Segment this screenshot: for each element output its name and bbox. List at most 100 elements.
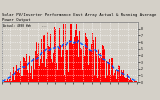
Bar (73, 43, 74, 82)
Bar (112, 75, 114, 82)
Bar (31, 66, 32, 82)
Bar (63, 24, 64, 82)
Bar (56, 63, 57, 82)
Text: Actual: 4890 kWh      ---: Actual: 4890 kWh --- (3, 24, 47, 28)
Bar (106, 62, 107, 82)
Bar (19, 73, 20, 82)
Bar (105, 78, 106, 82)
Bar (11, 81, 12, 82)
Bar (115, 70, 116, 82)
Bar (12, 74, 13, 82)
Bar (44, 67, 46, 82)
Bar (21, 76, 23, 82)
Bar (87, 39, 88, 82)
Bar (18, 69, 19, 82)
Bar (15, 71, 16, 82)
Bar (48, 46, 49, 82)
Bar (50, 34, 51, 82)
Bar (8, 81, 9, 82)
Bar (102, 45, 103, 82)
Bar (124, 77, 125, 82)
Bar (111, 58, 112, 82)
Bar (47, 32, 48, 82)
Bar (122, 72, 123, 82)
Bar (57, 70, 58, 82)
Bar (60, 45, 61, 82)
Bar (101, 58, 102, 82)
Bar (16, 65, 17, 82)
Bar (74, 37, 75, 82)
Bar (99, 58, 100, 82)
Bar (83, 46, 84, 82)
Bar (58, 48, 59, 82)
Bar (20, 62, 21, 82)
Bar (17, 72, 18, 82)
Bar (100, 53, 101, 82)
Text: Solar PV/Inverter Performance East Array Actual & Running Average Power Output: Solar PV/Inverter Performance East Array… (2, 13, 156, 22)
Bar (25, 61, 26, 82)
Bar (40, 58, 41, 82)
Bar (10, 72, 11, 82)
Bar (71, 24, 72, 82)
Bar (37, 54, 38, 82)
Bar (54, 27, 55, 82)
Bar (38, 43, 39, 82)
Bar (68, 72, 69, 82)
Bar (94, 75, 95, 82)
Bar (129, 80, 130, 82)
Bar (91, 44, 92, 82)
Bar (80, 48, 81, 82)
Bar (39, 66, 40, 82)
Bar (128, 78, 129, 82)
Bar (64, 75, 65, 82)
Bar (35, 51, 36, 82)
Bar (42, 63, 44, 82)
Bar (77, 36, 78, 82)
Bar (79, 31, 80, 82)
Bar (75, 30, 76, 82)
Bar (13, 67, 14, 82)
Bar (88, 65, 89, 82)
Bar (84, 56, 85, 82)
Bar (76, 24, 77, 82)
Bar (97, 78, 98, 82)
Bar (68, 40, 70, 82)
Bar (116, 79, 117, 82)
Bar (89, 50, 91, 82)
Bar (109, 59, 110, 82)
Bar (27, 70, 28, 82)
Bar (23, 57, 24, 82)
Bar (117, 70, 118, 82)
Bar (7, 79, 8, 82)
Bar (32, 79, 33, 82)
Bar (53, 53, 54, 82)
Bar (6, 81, 7, 82)
Bar (36, 42, 37, 82)
Bar (49, 47, 50, 82)
Bar (130, 78, 131, 82)
Bar (110, 75, 112, 82)
Bar (119, 66, 120, 82)
Bar (41, 39, 42, 82)
Bar (104, 48, 105, 82)
Bar (85, 33, 86, 82)
Bar (81, 49, 82, 82)
Bar (98, 49, 99, 82)
Bar (14, 80, 15, 82)
Bar (118, 66, 119, 82)
Bar (66, 50, 68, 82)
Bar (70, 24, 71, 82)
Bar (131, 80, 132, 82)
Bar (33, 58, 34, 82)
Bar (96, 54, 97, 82)
Bar (28, 72, 29, 82)
Bar (132, 81, 133, 82)
Bar (51, 59, 52, 82)
Bar (121, 70, 122, 82)
Bar (125, 78, 126, 82)
Bar (24, 58, 25, 82)
Bar (114, 73, 115, 82)
Bar (30, 73, 31, 82)
Bar (43, 35, 44, 82)
Bar (26, 54, 27, 82)
